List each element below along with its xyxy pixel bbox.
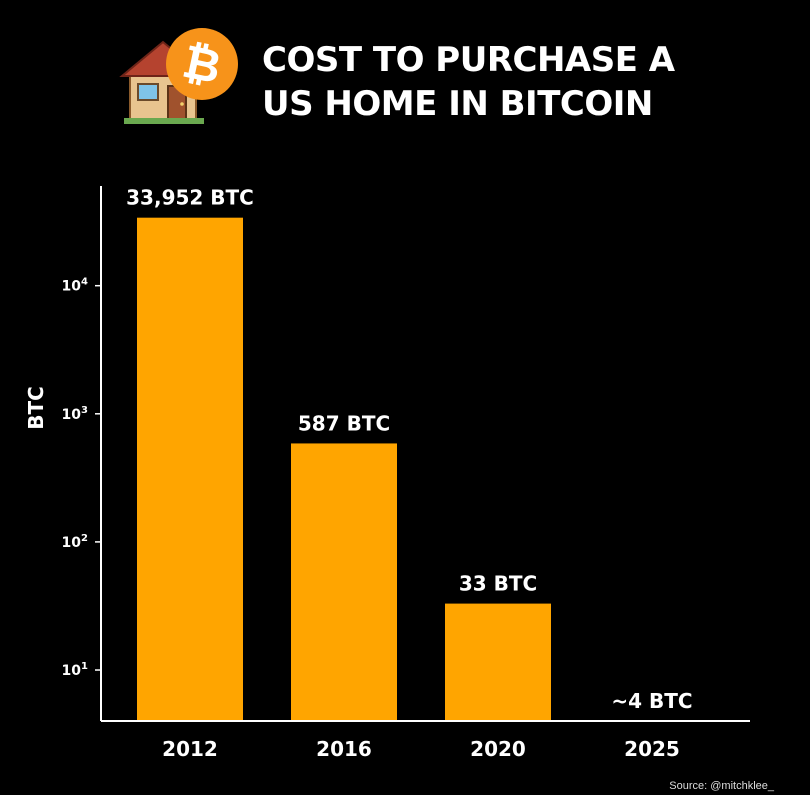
y-tick-label: 104 (62, 277, 88, 295)
y-tick-base: 10 (62, 663, 82, 679)
y-axis-label: BTC (24, 386, 48, 430)
y-tick-exponent: 2 (81, 533, 88, 544)
y-tick-base: 10 (62, 407, 82, 423)
title-line-2: US HOME IN BITCOIN (262, 84, 653, 124)
title-line-1: COST TO PURCHASE A (262, 40, 675, 80)
source-credit: Source: @mitchklee_ (669, 780, 774, 792)
y-tick-label: 103 (62, 405, 88, 423)
x-tick-label-2025: 2025 (624, 737, 680, 761)
data-labels: 33,952 BTC 587 BTC 33 BTC ~4 BTC (126, 186, 692, 713)
bars (137, 217, 551, 721)
data-label-2012: 33,952 BTC (126, 186, 254, 210)
chart-title: COST TO PURCHASE A US HOME IN BITCOIN (262, 38, 802, 126)
y-tick-exponent: 4 (81, 277, 88, 288)
x-tick-label-2020: 2020 (470, 737, 526, 761)
y-tick-base: 10 (62, 279, 82, 295)
data-label-2016: 587 BTC (298, 411, 390, 435)
y-tick-label: 102 (62, 533, 88, 551)
x-tick-label-2012: 2012 (162, 737, 218, 761)
x-tick-label-2016: 2016 (316, 737, 372, 761)
x-axis-ticks: 2012 2016 2020 2025 (162, 737, 680, 761)
y-tick-exponent: 1 (81, 661, 88, 672)
bar-2012 (137, 217, 243, 721)
bar-2016 (291, 443, 397, 721)
y-tick-label: 101 (62, 661, 88, 679)
house-with-bitcoin-icon: ₿ (119, 28, 238, 124)
data-label-2025: ~4 BTC (611, 689, 692, 713)
bitcoin-icon: ₿ (166, 28, 238, 100)
y-tick-base: 10 (62, 535, 82, 551)
data-label-2020: 33 BTC (459, 572, 537, 596)
y-tick-exponent: 3 (81, 405, 88, 416)
bar-2020 (445, 603, 551, 721)
